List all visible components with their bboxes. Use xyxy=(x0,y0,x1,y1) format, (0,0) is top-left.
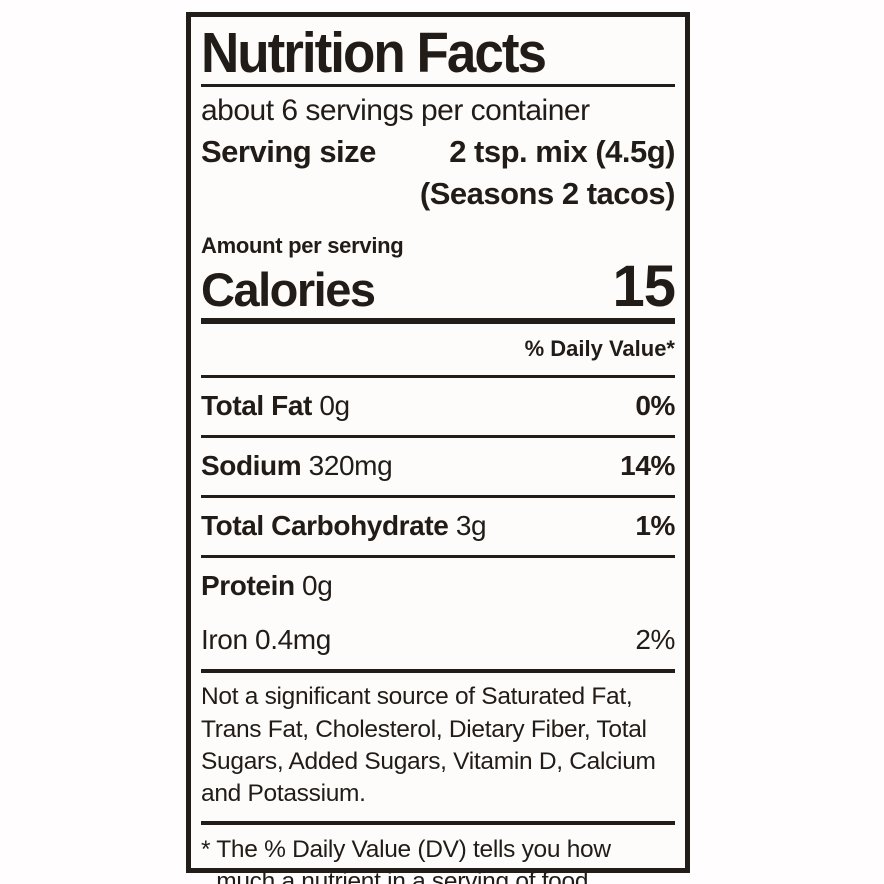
nutrient-row-total-carbohydrate: Total Carbohydrate 3g 1% xyxy=(201,502,675,551)
footnote-asterisk: * xyxy=(201,835,211,863)
servings-per-container: about 6 servings per container xyxy=(201,94,590,128)
nutrient-row-sodium: Sodium 320mg 14% xyxy=(201,442,675,491)
nutrient-row-protein: Protein 0g xyxy=(201,562,675,611)
nutrient-name: Sodium xyxy=(201,450,302,482)
calories-value: 15 xyxy=(612,254,676,320)
nutrient-daily-value: 2% xyxy=(635,624,675,656)
row-separator-3 xyxy=(201,555,675,559)
footnote-separator xyxy=(201,820,675,825)
nutrient-name-amount: Total Carbohydrate 3g xyxy=(201,510,487,542)
nutrient-row-total-fat: Total Fat 0g 0% xyxy=(201,382,675,431)
nutrient-name-amount: Iron 0.4mg xyxy=(201,624,331,656)
serving-size-row: Serving size 2 tsp. mix (4.5g) xyxy=(201,134,675,170)
nutrient-name: Total Carbohydrate xyxy=(201,510,449,542)
nutrient-name: Iron xyxy=(201,624,248,656)
nutrition-facts-title: Nutrition Facts xyxy=(201,21,547,85)
nutrient-name: Total Fat xyxy=(201,390,312,422)
nutrient-name: Protein xyxy=(201,570,295,602)
nutrient-daily-value: 0% xyxy=(635,390,675,422)
nutrient-name-amount: Total Fat 0g xyxy=(201,390,350,422)
nutrient-name-amount: Protein 0g xyxy=(201,570,333,602)
nutrient-amount: 0.4mg xyxy=(255,624,331,656)
nutrient-amount: 3g xyxy=(455,510,487,542)
nutrient-amount: 0g xyxy=(302,570,333,602)
nutrient-row-iron: Iron 0.4mg 2% xyxy=(201,622,675,665)
row-separator-2 xyxy=(201,495,675,499)
not-significant-source-text: Not a significant source of Saturated Fa… xyxy=(201,683,656,808)
amount-per-serving-label: Amount per serving xyxy=(201,233,404,259)
nutrition-facts-panel: Nutrition Facts about 6 servings per con… xyxy=(186,12,690,884)
daily-value-footnote: * The % Daily Value (DV) tells you how m… xyxy=(201,834,675,884)
daily-value-header: % Daily Value* xyxy=(524,336,675,362)
nutrient-daily-value: 14% xyxy=(620,450,675,482)
iron-separator xyxy=(201,669,675,674)
calories-label: Calories xyxy=(201,262,376,316)
nutrient-name-amount: Sodium 320mg xyxy=(201,450,393,482)
row-separator-1 xyxy=(201,435,675,439)
footnote-text: The % Daily Value (DV) tells you how muc… xyxy=(216,835,611,884)
calories-separator xyxy=(201,318,675,325)
nutrient-amount: 320mg xyxy=(308,450,393,482)
nutrient-daily-value: 1% xyxy=(635,510,675,542)
dv-header-separator xyxy=(201,375,675,379)
calories-row: Calories 15 xyxy=(201,254,676,320)
nutrient-amount: 0g xyxy=(319,390,350,422)
serving-size-value: 2 tsp. mix (4.5g) xyxy=(449,134,675,170)
title-separator xyxy=(201,84,675,88)
serving-size-label: Serving size xyxy=(201,134,376,170)
serving-size-note: (Seasons 2 tacos) xyxy=(419,176,676,212)
